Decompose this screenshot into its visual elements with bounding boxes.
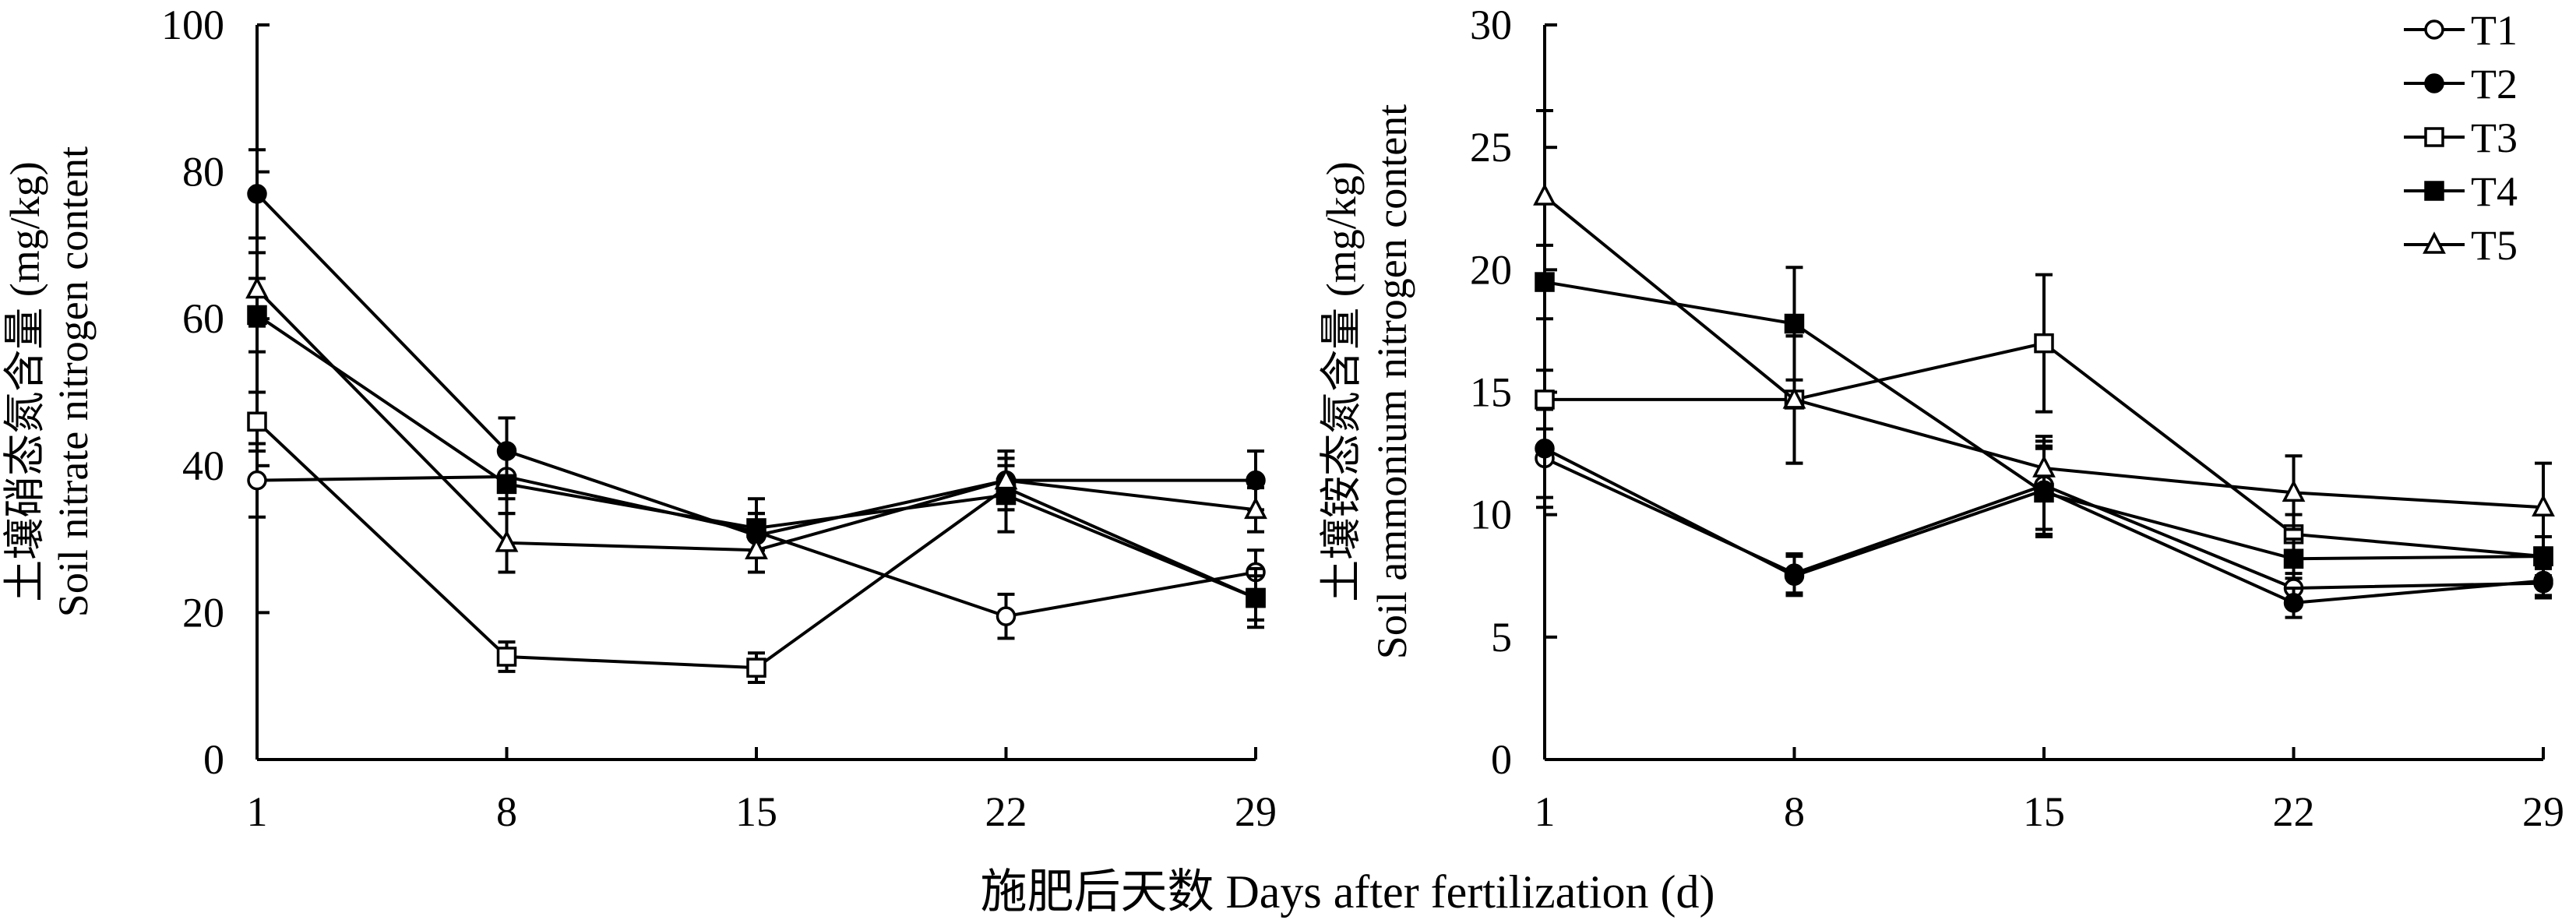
ammonium-point-t5 — [1782, 386, 1806, 409]
legend-entry-t3: T3 — [2404, 115, 2518, 161]
ammonium-point-t3 — [1535, 390, 1555, 410]
nitrate-point-t5 — [994, 467, 1018, 490]
nitrate-y-tick-label: 100 — [161, 2, 224, 48]
ammonium-y-tick-label: 5 — [1491, 614, 1512, 661]
nitrate-point-t5 — [1244, 496, 1267, 520]
legend-entry-t2: T2 — [2404, 61, 2518, 108]
legend-marker-t4 — [2424, 181, 2444, 201]
legend: T1 T2 T3 T4 T5 — [2404, 7, 2518, 269]
nitrate-point-t3 — [496, 647, 517, 667]
nitrate-point-t2 — [247, 184, 267, 204]
ammonium-y-tick-label: 10 — [1470, 492, 1512, 538]
ammonium-point-t5 — [2282, 479, 2306, 502]
ammonium-point-t5 — [2532, 494, 2555, 516]
legend-label: T3 — [2471, 115, 2518, 161]
ammonium-x-tick-label: 15 — [2023, 788, 2065, 835]
nitrate-point-t5 — [495, 530, 519, 552]
nitrate-ylabel-cn: 土壤硝态氮含量 (mg/kg) — [2, 161, 48, 601]
nitrate-y-tick-label: 40 — [182, 442, 224, 489]
nitrate-x-tick-label: 29 — [1235, 788, 1277, 835]
ammonium-panel: 土壤铵态氮含量 (mg/kg) Soil ammonium nitrogen c… — [1318, 2, 2564, 835]
ammonium-y-tick-label: 0 — [1491, 736, 1512, 783]
ammonium-ylabel-cn: 土壤铵态氮含量 (mg/kg) — [1318, 161, 1365, 601]
nitrate-point-t1 — [996, 606, 1017, 626]
x-axis-label: 施肥后天数 Days after fertilization (d) — [980, 866, 1714, 918]
nitrate-point-t1 — [247, 470, 267, 491]
nitrate-point-t4 — [1246, 587, 1266, 608]
ammonium-y-tick-label: 15 — [1470, 369, 1512, 416]
legend-entry-t4: T4 — [2404, 168, 2518, 215]
nitrate-x-tick-label: 1 — [247, 788, 268, 835]
ammonium-point-t4 — [1784, 313, 1805, 334]
nitrate-series-t4 — [247, 277, 1266, 629]
ammonium-point-t3 — [2034, 333, 2054, 354]
ammonium-x-tick-label: 8 — [1784, 788, 1805, 835]
ammonium-x-tick-label: 29 — [2522, 788, 2564, 835]
nitrate-point-t3 — [746, 657, 766, 678]
legend-marker-t1 — [2424, 19, 2444, 40]
ammonium-point-t2 — [2283, 593, 2304, 613]
legend-label: T1 — [2471, 7, 2518, 54]
nitrate-y-tick-label: 20 — [182, 589, 224, 636]
ammonium-point-t5 — [1533, 183, 1556, 206]
ammonium-y-tick-label: 30 — [1470, 2, 1512, 48]
nitrate-line-t2 — [255, 192, 1256, 538]
legend-label: T2 — [2471, 61, 2518, 108]
legend-label: T4 — [2471, 168, 2518, 215]
nitrate-point-t4 — [496, 474, 517, 495]
nitrate-series-t2 — [247, 148, 1266, 559]
nitrate-series-t5 — [245, 251, 1267, 574]
nitrate-x-tick-label: 8 — [496, 788, 517, 835]
nitrate-panel: 土壤硝态氮含量 (mg/kg) Soil nitrate nitrogen co… — [2, 2, 1277, 835]
legend-marker-t2 — [2424, 73, 2444, 93]
nitrate-y-tick-label: 80 — [182, 149, 224, 196]
nitrate-point-t5 — [745, 537, 768, 559]
legend-entry-t5: T5 — [2404, 222, 2518, 269]
ammonium-y-tick-label: 25 — [1470, 124, 1512, 171]
nitrate-point-t5 — [245, 276, 269, 299]
nitrate-ylabel-en: Soil nitrate nitrogen content — [50, 146, 97, 617]
ammonium-series-t5 — [1533, 109, 2555, 553]
legend-label: T5 — [2471, 222, 2518, 269]
ammonium-point-t4 — [2283, 548, 2304, 569]
ammonium-x-tick-label: 1 — [1535, 788, 1556, 835]
ammonium-y-tick-label: 20 — [1470, 246, 1512, 293]
nitrate-y-tick-label: 60 — [182, 295, 224, 342]
ammonium-x-tick-label: 22 — [2273, 788, 2315, 835]
legend-entry-t1: T1 — [2404, 7, 2518, 54]
nitrate-y-tick-label: 0 — [203, 736, 224, 783]
legend-marker-t5 — [2423, 231, 2446, 254]
ammonium-ylabel-en: Soil ammonium nitrogen content — [1369, 104, 1415, 659]
nitrate-x-tick-label: 15 — [735, 788, 777, 835]
ammonium-point-t5 — [2032, 455, 2056, 478]
nitrate-x-tick-label: 22 — [985, 788, 1027, 835]
nitrate-point-t3 — [247, 411, 267, 432]
legend-marker-t3 — [2424, 127, 2444, 147]
ammonium-point-t2 — [1535, 439, 1555, 459]
ammonium-point-t2 — [1784, 566, 1805, 586]
